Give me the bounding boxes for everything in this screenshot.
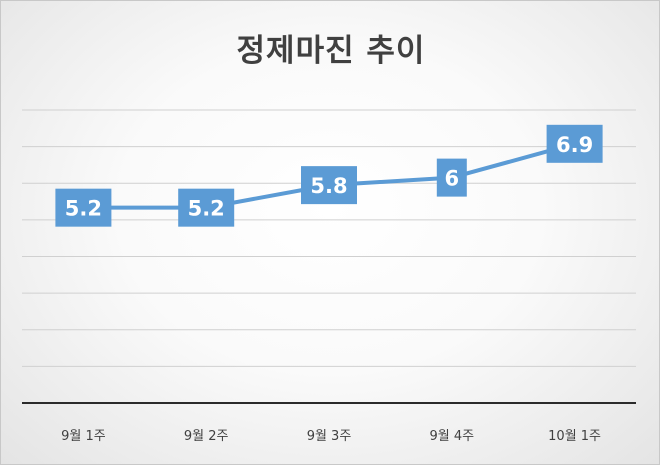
x-tick-label: 9월 1주 <box>61 429 106 444</box>
x-tick-label: 9월 3주 <box>307 429 352 444</box>
x-tick-label: 10월 1주 <box>548 429 601 444</box>
data-label: 6.9 <box>556 133 593 157</box>
x-axis-tick-labels: 9월 1주 9월 2주 9월 3주 9월 4주 10월 1주 <box>61 429 601 444</box>
data-point-marker <box>301 166 357 205</box>
x-tick-label: 9월 2주 <box>184 429 229 444</box>
gridlines <box>22 109 636 367</box>
data-point-marker <box>178 188 235 227</box>
data-label: 5.2 <box>65 197 102 221</box>
data-label: 5.8 <box>310 174 347 198</box>
data-label: 5.2 <box>188 197 225 221</box>
data-labels: 5.2 5.2 5.8 6 6.9 <box>55 124 603 227</box>
data-point-marker <box>55 188 112 227</box>
data-point-marker <box>436 158 467 197</box>
chart-title: 정제마진 추이 <box>236 33 426 69</box>
data-label: 6 <box>444 167 459 191</box>
data-point-marker <box>546 124 603 163</box>
x-tick-label: 9월 4주 <box>429 429 474 444</box>
